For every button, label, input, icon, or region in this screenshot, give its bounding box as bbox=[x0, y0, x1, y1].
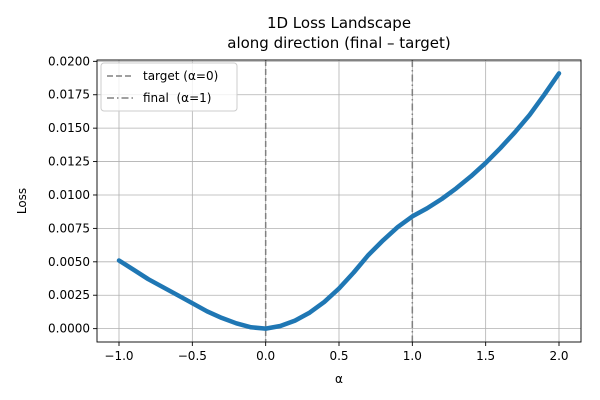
chart-title: 1D Loss Landscape bbox=[267, 14, 411, 32]
x-tick-label: 0.5 bbox=[329, 349, 348, 363]
legend-box bbox=[100, 62, 238, 112]
y-tick-label: 0.0125 bbox=[48, 155, 90, 169]
y-tick-label: 0.0100 bbox=[48, 188, 90, 202]
y-tick-label: 0.0150 bbox=[48, 121, 90, 135]
legend: target (α=0) final (α=1) bbox=[100, 62, 238, 112]
y-tick-label: 0.0025 bbox=[48, 288, 90, 302]
y-tick-label: 0.0200 bbox=[48, 54, 90, 68]
y-tick-label: 0.0000 bbox=[48, 322, 90, 336]
x-tick-label: 1.5 bbox=[476, 349, 495, 363]
y-tick-label: 0.0175 bbox=[48, 88, 90, 102]
x-tick-label: −0.5 bbox=[178, 349, 207, 363]
reference-lines bbox=[264, 60, 414, 342]
y-tick-label: 0.0050 bbox=[48, 255, 90, 269]
x-tick-label: 1.0 bbox=[403, 349, 422, 363]
x-tick-label: −1.0 bbox=[104, 349, 133, 363]
y-axis-label: Loss bbox=[15, 188, 29, 214]
legend-label-target: target (α=0) bbox=[143, 69, 218, 83]
chart-subtitle: along direction (final – target) bbox=[227, 34, 451, 52]
x-tick-label: 0.0 bbox=[256, 349, 275, 363]
x-tick-label: 2.0 bbox=[549, 349, 568, 363]
legend-label-final: final (α=1) bbox=[143, 91, 211, 105]
series-line bbox=[116, 71, 562, 331]
axis-ticks: −1.0 −0.5 0.0 0.5 1.0 1.5 2.0 0.0000 0.0025 0.005… bbox=[48, 54, 569, 363]
y-tick-label: 0.0075 bbox=[48, 221, 90, 235]
x-axis-label: α bbox=[335, 372, 343, 386]
grid bbox=[97, 60, 581, 342]
